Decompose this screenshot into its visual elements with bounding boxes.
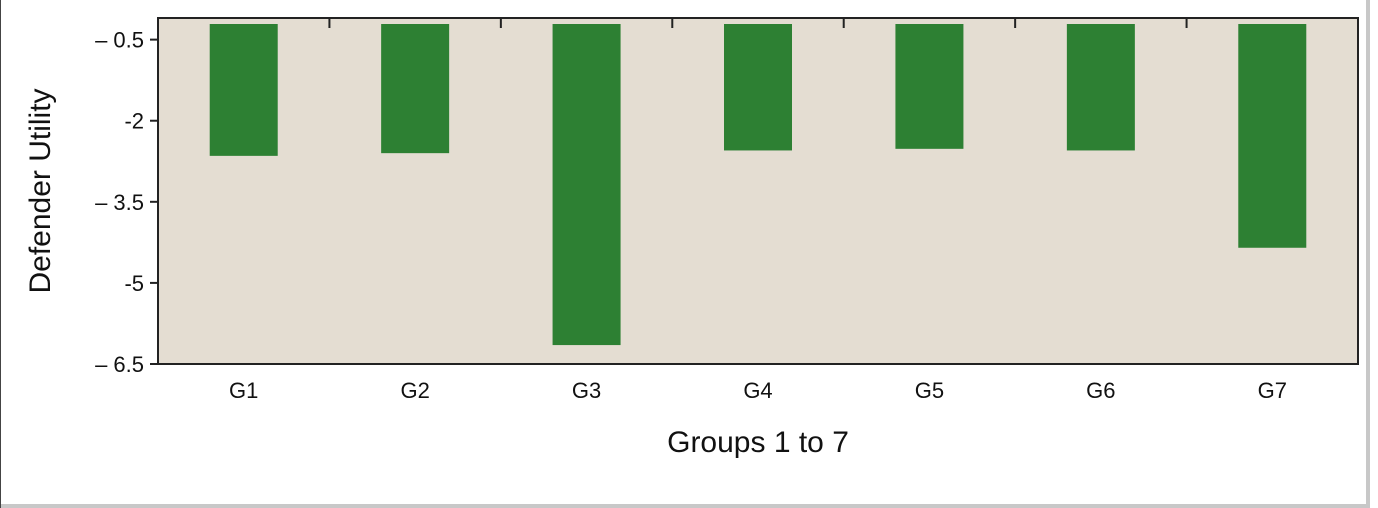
x-tick-label-g7: G7 xyxy=(1258,378,1287,403)
bar-g7 xyxy=(1238,24,1307,248)
y-axis-title: Defender Utility xyxy=(24,88,57,293)
x-tick-label-g3: G3 xyxy=(572,378,601,403)
x-tick-label-g2: G2 xyxy=(400,378,429,403)
x-tick-label-g6: G6 xyxy=(1086,378,1115,403)
x-tick-label-g1: G1 xyxy=(229,378,258,403)
y-tick-label: – 0.5 xyxy=(95,28,144,53)
y-tick-label: – 6.5 xyxy=(95,352,144,377)
y-tick-label: -2 xyxy=(124,109,144,134)
bar-g5 xyxy=(895,24,964,149)
bar-g2 xyxy=(381,24,450,154)
bars-group xyxy=(209,24,1307,346)
x-tick-label-g4: G4 xyxy=(743,378,772,403)
bar-g6 xyxy=(1066,24,1135,151)
y-tick-label: – 3.5 xyxy=(95,190,144,215)
frame-left-edge xyxy=(0,0,1,508)
bar-g4 xyxy=(724,24,792,151)
x-axis-title: Groups 1 to 7 xyxy=(667,426,849,459)
x-tick-label-g5: G5 xyxy=(915,378,944,403)
y-ticks-group: – 0.5 -2 – 3.5 -5 – 6.5 xyxy=(95,28,158,377)
y-tick-label: -5 xyxy=(124,271,144,296)
bar-g3 xyxy=(552,24,621,346)
bar-g1 xyxy=(209,24,278,156)
x-ticks-group: G1 G2 G3 G4 G5 G6 G7 xyxy=(229,18,1287,403)
